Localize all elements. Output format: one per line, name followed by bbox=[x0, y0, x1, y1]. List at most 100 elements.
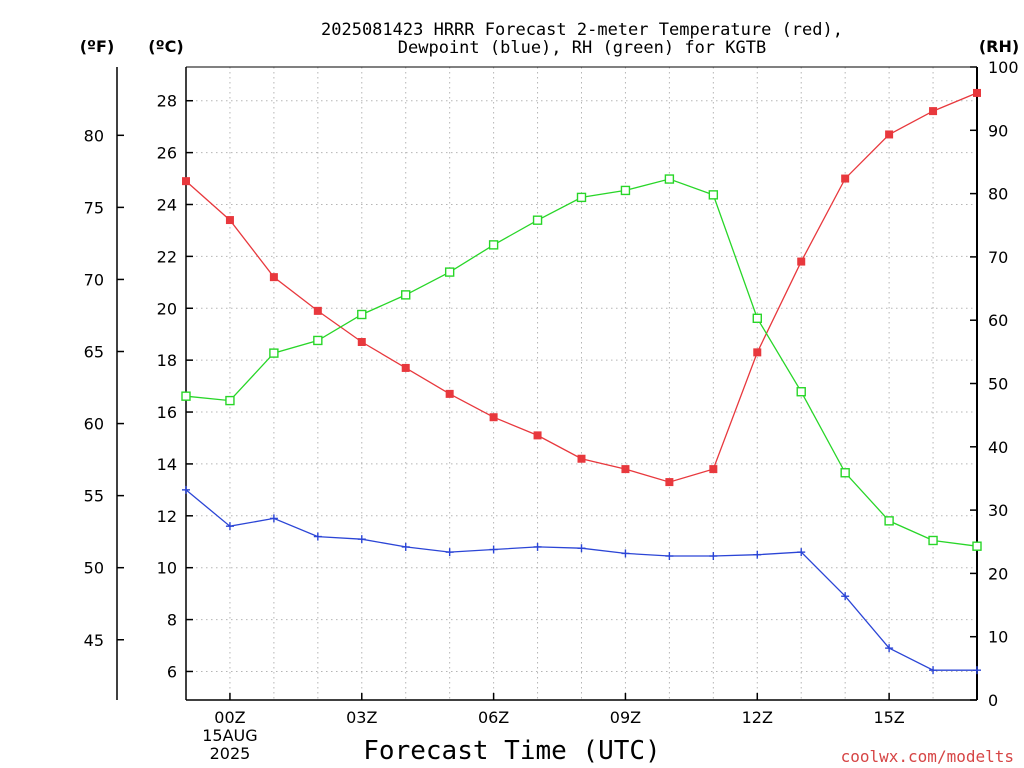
rh-tick-label: 10 bbox=[988, 628, 1008, 647]
temperature-point bbox=[929, 107, 938, 116]
rh-point bbox=[401, 290, 411, 300]
rh-point bbox=[444, 267, 455, 277]
celsius-tick-label: 12 bbox=[157, 507, 177, 526]
data-series bbox=[181, 88, 982, 675]
chart-title: 2025081423 HRRR Forecast 2-meter Tempera… bbox=[321, 20, 843, 58]
axes: 6 8 10 12 14 16 18 20 22 24 26 28 45 50 55 60 65 70 75 80 0 1… bbox=[84, 58, 1019, 763]
dewpoint-point bbox=[182, 485, 190, 494]
dewpoint-point bbox=[665, 552, 674, 561]
dewpoint-point bbox=[269, 514, 278, 523]
celsius-tick-label: 8 bbox=[167, 611, 177, 630]
x-tick-label: 09Z bbox=[610, 708, 641, 727]
rh-point bbox=[488, 240, 499, 250]
dewpoint-series bbox=[182, 485, 981, 675]
rh-tick-label: 90 bbox=[988, 121, 1008, 140]
temperature-point bbox=[973, 88, 981, 97]
dewpoint-point bbox=[621, 549, 630, 558]
dewpoint-point bbox=[753, 550, 762, 559]
dewpoint-point bbox=[841, 592, 850, 601]
dewpoint-point bbox=[797, 548, 806, 557]
x-tick-label: 15Z bbox=[873, 708, 904, 727]
credit-text: coolwx.com/modelts bbox=[841, 747, 1014, 766]
fahrenheit-unit-label: (ºF) bbox=[80, 37, 115, 56]
dewpoint-point bbox=[401, 542, 410, 551]
celsius-tick-label: 6 bbox=[167, 662, 177, 681]
x-tick-label: 12Z bbox=[742, 708, 773, 727]
temperature-point bbox=[753, 348, 762, 357]
temperature-point bbox=[225, 216, 234, 225]
rh-point bbox=[840, 468, 850, 478]
rh-point bbox=[181, 391, 191, 401]
dewpoint-point bbox=[357, 535, 366, 544]
x-tick-label: 06Z bbox=[478, 708, 509, 727]
celsius-tick-label: 16 bbox=[157, 403, 177, 422]
fahrenheit-tick-label: 75 bbox=[84, 198, 104, 217]
rh-tick-label: 20 bbox=[988, 564, 1008, 583]
rh-point bbox=[532, 215, 543, 225]
temperature-point bbox=[182, 177, 190, 186]
rh-unit-label: (RH) bbox=[979, 37, 1019, 56]
rh-point bbox=[928, 535, 938, 546]
dewpoint-point bbox=[445, 548, 454, 557]
rh-point bbox=[269, 348, 279, 358]
temperature-point bbox=[357, 337, 366, 346]
celsius-tick-label: 10 bbox=[157, 559, 177, 578]
rh-point bbox=[313, 335, 323, 346]
gridlines bbox=[186, 67, 977, 700]
dewpoint-point bbox=[885, 644, 894, 653]
celsius-unit-label: (ºC) bbox=[148, 37, 183, 56]
rh-tick-label: 100 bbox=[988, 58, 1019, 77]
rh-tick-label: 0 bbox=[988, 691, 998, 710]
temperature-point bbox=[797, 257, 806, 266]
dewpoint-point bbox=[709, 552, 718, 561]
fahrenheit-tick-label: 60 bbox=[84, 415, 104, 434]
celsius-tick-label: 20 bbox=[157, 299, 177, 318]
rh-point bbox=[752, 313, 762, 324]
celsius-tick-label: 22 bbox=[157, 247, 177, 266]
fahrenheit-tick-label: 45 bbox=[84, 631, 104, 650]
dewpoint-point bbox=[225, 522, 234, 531]
temperature-point bbox=[709, 465, 718, 474]
x-tick-label: 2025 bbox=[210, 744, 251, 763]
celsius-tick-label: 28 bbox=[157, 92, 177, 111]
x-tick-label: 15AUG bbox=[202, 726, 257, 745]
rh-tick-label: 60 bbox=[988, 311, 1008, 330]
rh-tick-label: 50 bbox=[988, 375, 1008, 394]
dewpoint-point bbox=[533, 542, 542, 551]
temperature-series bbox=[182, 88, 981, 487]
dewpoint-point bbox=[313, 532, 322, 541]
chart-title-line-2: Dewpoint (blue), RH (green) for KGTB bbox=[398, 38, 766, 58]
rh-tick-label: 70 bbox=[988, 248, 1008, 267]
rh-point bbox=[972, 541, 982, 551]
fahrenheit-tick-label: 70 bbox=[84, 270, 104, 289]
rh-series bbox=[181, 174, 982, 551]
celsius-tick-label: 24 bbox=[157, 195, 177, 214]
temperature-point bbox=[313, 306, 322, 315]
celsius-tick-label: 26 bbox=[157, 144, 177, 163]
rh-tick-label: 80 bbox=[988, 185, 1008, 204]
rh-point bbox=[225, 395, 235, 406]
rh-tick-label: 40 bbox=[988, 438, 1008, 457]
dewpoint-point bbox=[973, 666, 981, 675]
temperature-point bbox=[885, 130, 894, 139]
x-tick-label: 00Z bbox=[214, 708, 245, 727]
temperature-point bbox=[533, 431, 542, 440]
celsius-tick-label: 18 bbox=[157, 351, 177, 370]
temperature-point bbox=[445, 389, 454, 398]
chart-title-line-1: 2025081423 HRRR Forecast 2-meter Tempera… bbox=[321, 20, 843, 40]
dewpoint-point bbox=[577, 544, 586, 553]
temperature-point bbox=[577, 454, 586, 463]
celsius-tick-label: 14 bbox=[157, 455, 177, 474]
rh-tick-label: 30 bbox=[988, 501, 1008, 520]
temperature-point bbox=[401, 363, 410, 372]
rh-point bbox=[884, 516, 894, 526]
rh-point bbox=[664, 174, 675, 184]
fahrenheit-tick-label: 50 bbox=[84, 559, 104, 578]
rh-point bbox=[357, 309, 367, 320]
dewpoint-point bbox=[489, 545, 498, 554]
x-tick-label: 03Z bbox=[346, 708, 377, 727]
rh-point bbox=[576, 192, 587, 203]
temperature-point bbox=[841, 174, 850, 183]
fahrenheit-tick-label: 80 bbox=[84, 126, 104, 145]
